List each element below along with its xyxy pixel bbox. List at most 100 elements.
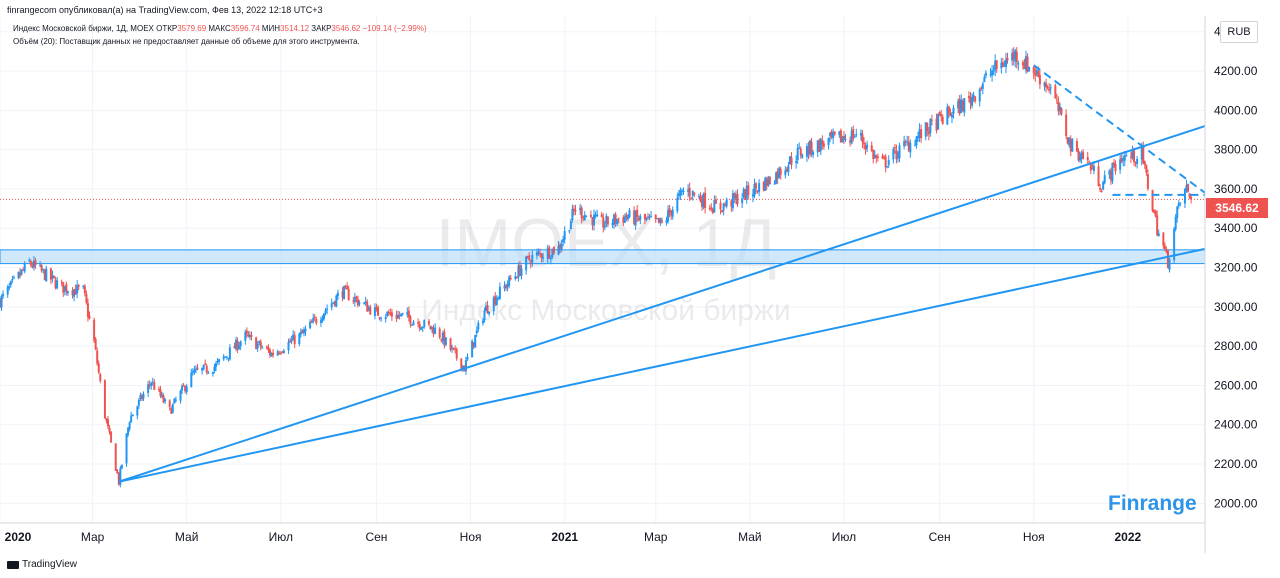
volume-note: Объём (20): Поставщик данных не предоста… <box>13 37 360 46</box>
candle-body <box>887 160 890 166</box>
candle-body <box>861 134 864 143</box>
candle-body <box>120 464 123 469</box>
candle-body <box>622 217 625 223</box>
candle-body <box>657 217 660 223</box>
candle-body <box>762 181 765 191</box>
candle-body <box>1075 141 1078 152</box>
candle-body <box>255 337 258 350</box>
candle-body <box>753 183 756 196</box>
candle-body <box>602 217 605 228</box>
open-value: 3579.69 <box>177 24 207 33</box>
candle-body <box>174 399 177 401</box>
candle-body <box>74 288 77 295</box>
candle-body <box>764 177 767 191</box>
candle-body <box>1017 63 1020 65</box>
candle-body <box>65 284 68 293</box>
candle-body <box>667 210 670 222</box>
candle-body <box>691 190 694 196</box>
candle-body <box>42 269 45 271</box>
candle-body <box>45 268 48 282</box>
candle-body <box>701 199 704 207</box>
candle-body <box>179 390 182 401</box>
candle-body <box>801 155 804 158</box>
candle-body <box>1021 61 1024 66</box>
candle-body <box>43 269 46 281</box>
candles <box>0 47 1193 488</box>
candle-body <box>347 289 350 301</box>
x-tick-label: Июл <box>832 530 856 544</box>
candle-body <box>1120 158 1123 163</box>
candle-body <box>191 371 194 373</box>
candle-body <box>151 381 154 383</box>
candle-body <box>1004 59 1007 67</box>
time-axis: 2020 Мар Май Июл Сен Ноя 2021 Мар Май Июл Сен Ноя 20… <box>5 530 1142 544</box>
candle-body <box>8 286 11 289</box>
candle-body <box>452 347 455 350</box>
x-tick-label: Ноя <box>1023 530 1045 544</box>
currency-button[interactable]: RUB <box>1220 21 1258 43</box>
candle-body <box>207 372 210 374</box>
candle-body <box>833 131 836 135</box>
candle-body <box>1146 174 1149 189</box>
candle-body <box>941 116 944 124</box>
y-tick-label: 2000.00 <box>1214 496 1258 510</box>
candle-body <box>1034 73 1037 76</box>
candle-body <box>1066 137 1069 144</box>
candle-body <box>1157 233 1160 236</box>
candle-body <box>128 422 131 429</box>
candle-body <box>302 329 305 334</box>
candle-body <box>1043 82 1046 87</box>
y-tick-label: 2400.00 <box>1214 418 1258 432</box>
candle-body <box>336 292 339 297</box>
candle-body <box>924 122 927 137</box>
candle-body <box>363 302 366 304</box>
candle-body <box>773 183 776 185</box>
candle-body <box>1069 138 1072 152</box>
brand-watermark: Finrange <box>1108 492 1197 515</box>
candle-body <box>398 314 401 317</box>
candle-body <box>409 316 412 325</box>
candle-body <box>557 245 560 255</box>
candle-body <box>498 286 501 299</box>
candle-body <box>903 141 906 147</box>
candle-body <box>270 353 273 357</box>
candle-body <box>62 282 65 293</box>
candle-body <box>108 427 111 433</box>
candle-body <box>309 321 312 329</box>
chart-grid <box>0 16 1205 523</box>
candle-body <box>1089 163 1092 171</box>
candle-body <box>551 248 554 257</box>
candle-body <box>51 274 54 279</box>
candle-body <box>1058 106 1061 111</box>
candle-body <box>971 96 974 106</box>
candle-body <box>518 265 521 276</box>
candle-body <box>1025 56 1028 71</box>
tradingview-logo[interactable]: TradingView <box>7 559 77 570</box>
candle-body <box>244 331 247 341</box>
candle-body <box>1077 150 1080 161</box>
candle-body <box>432 328 435 335</box>
candle-body <box>1091 168 1094 170</box>
close-value: 3546.62 <box>331 24 361 33</box>
candle-body <box>367 307 370 311</box>
y-tick-label: 3000.00 <box>1214 300 1258 314</box>
candle-body <box>148 384 151 386</box>
candle-body <box>23 263 26 272</box>
candle-body <box>373 307 376 317</box>
support-zone[interactable] <box>0 249 1206 265</box>
candle-body <box>304 328 307 332</box>
candle-body <box>389 312 392 314</box>
candle-body <box>864 145 867 150</box>
y-tick-label: 3800.00 <box>1214 143 1258 157</box>
candle-body <box>787 165 790 173</box>
candle-body <box>1035 69 1038 75</box>
candle-body <box>116 469 119 474</box>
candle-body <box>875 155 878 159</box>
candle-body <box>795 160 798 164</box>
candle-body <box>153 382 156 390</box>
candle-body <box>765 178 768 186</box>
candle-body <box>1068 137 1071 146</box>
candle-body <box>623 216 626 223</box>
candle-body <box>250 335 253 337</box>
